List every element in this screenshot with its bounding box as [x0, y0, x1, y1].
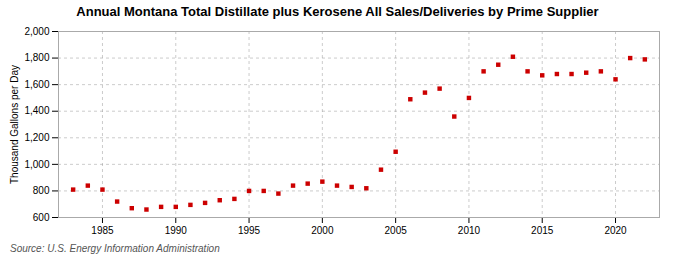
html-text:Source: U.S. Energy Informatio: Source: U.S. Energy Information Administ… — [10, 243, 220, 254]
svg-text:Thousand Gallons per Day: Thousand Gallons per Day — [9, 65, 20, 184]
svg-text:1995: 1995 — [238, 225, 261, 236]
svg-text:1,200: 1,200 — [24, 132, 49, 143]
svg-text:2020: 2020 — [604, 225, 627, 236]
svg-text:2015: 2015 — [531, 225, 554, 236]
svg-text:2005: 2005 — [385, 225, 408, 236]
svg-text:1,800: 1,800 — [24, 52, 49, 63]
html-text:Annual Montana Total Distillat: Annual Montana Total Distillate plus Ker… — [76, 4, 599, 19]
svg-text:1,400: 1,400 — [24, 105, 49, 116]
svg-text:1,000: 1,000 — [24, 159, 49, 170]
svg-text:2010: 2010 — [458, 225, 481, 236]
svg-text:800: 800 — [33, 185, 50, 196]
svg-text:1985: 1985 — [91, 225, 114, 236]
svg-text:2,000: 2,000 — [24, 26, 49, 37]
svg-text:1990: 1990 — [165, 225, 188, 236]
svg-text:1,600: 1,600 — [24, 79, 49, 90]
svg-text:600: 600 — [33, 212, 50, 223]
svg-text:2000: 2000 — [311, 225, 334, 236]
